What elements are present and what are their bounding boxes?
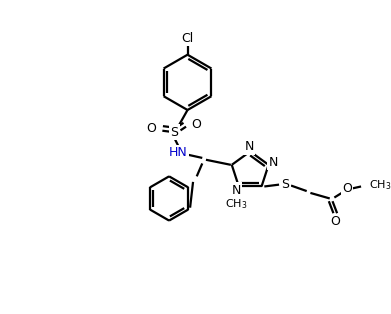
- Text: O: O: [330, 215, 340, 228]
- Text: CH$_3$: CH$_3$: [369, 179, 391, 192]
- Text: S: S: [282, 178, 289, 191]
- Text: Cl: Cl: [181, 32, 194, 45]
- Text: N: N: [269, 155, 278, 169]
- Text: O: O: [342, 182, 352, 195]
- Text: N: N: [231, 184, 241, 197]
- Text: N: N: [245, 140, 254, 153]
- Text: S: S: [170, 126, 179, 138]
- Text: CH$_3$: CH$_3$: [225, 197, 247, 211]
- Text: HN: HN: [169, 146, 188, 159]
- Text: O: O: [147, 122, 156, 135]
- Text: O: O: [191, 118, 201, 131]
